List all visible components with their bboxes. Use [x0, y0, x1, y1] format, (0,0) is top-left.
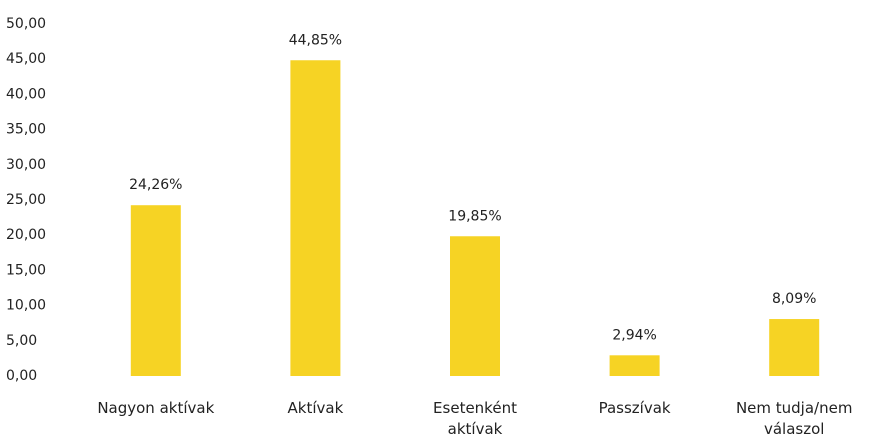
x-tick-label: Aktívak — [287, 399, 344, 417]
x-tick-label: Esetenként aktívak — [433, 399, 517, 438]
value-label: 8,09% — [772, 291, 816, 307]
x-tick-label: Nem tudja/nem válaszol — [735, 399, 853, 438]
y-tick-label: 25,00 — [6, 192, 46, 208]
y-tick-label: 15,00 — [6, 262, 46, 278]
bar — [609, 355, 660, 376]
y-tick-label: 20,00 — [6, 227, 46, 243]
y-tick-label: 30,00 — [6, 157, 46, 173]
value-label: 44,85% — [289, 32, 342, 48]
y-tick-label: 50,00 — [6, 16, 46, 32]
x-tick-label: Passzívak — [598, 399, 671, 417]
value-label: 24,26% — [129, 177, 182, 193]
value-label: 19,85% — [448, 208, 501, 224]
y-tick-label: 5,00 — [6, 333, 37, 349]
bar — [290, 60, 341, 376]
x-tick-label: Nagyon aktívak — [97, 399, 215, 417]
y-tick-label: 0,00 — [6, 368, 37, 384]
bar — [769, 319, 820, 376]
bar — [450, 236, 500, 376]
y-tick-label: 10,00 — [6, 298, 46, 314]
y-tick-label: 35,00 — [6, 122, 46, 138]
y-tick-label: 40,00 — [6, 86, 46, 102]
value-label: 2,94% — [612, 327, 656, 343]
bar — [130, 205, 181, 376]
y-tick-label: 45,00 — [6, 51, 46, 67]
